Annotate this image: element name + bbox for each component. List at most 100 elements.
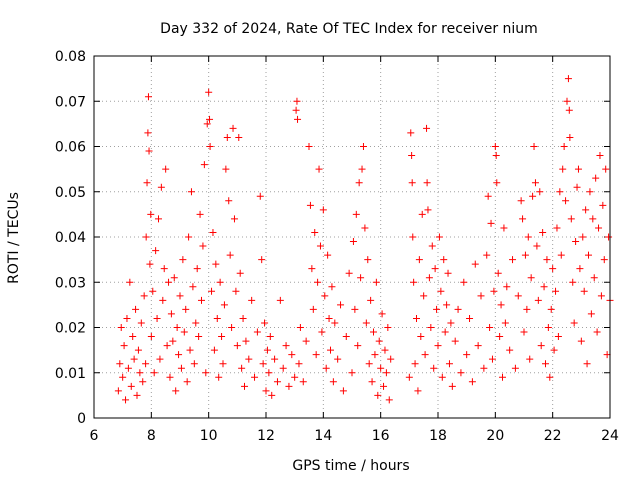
data-points [114, 75, 614, 404]
data-point [331, 319, 339, 327]
data-point [427, 324, 435, 331]
data-point [413, 314, 420, 322]
data-point [136, 369, 144, 377]
data-point [430, 364, 438, 372]
data-point [364, 256, 372, 264]
data-point [316, 242, 324, 250]
data-point [294, 115, 302, 123]
data-point [547, 305, 555, 313]
data-point [434, 342, 442, 350]
data-point [219, 360, 227, 368]
data-point [569, 278, 577, 286]
data-point [600, 256, 608, 264]
data-point [273, 378, 281, 386]
data-point [534, 296, 542, 304]
data-point [146, 260, 154, 268]
data-point [349, 238, 357, 246]
data-point [367, 296, 375, 304]
data-point [147, 210, 155, 218]
data-point [514, 292, 522, 300]
data-point [414, 387, 422, 395]
data-point [238, 364, 246, 372]
data-point [155, 215, 162, 223]
data-point [428, 242, 436, 250]
data-point [334, 355, 342, 363]
data-point [119, 373, 127, 381]
data-point [520, 328, 528, 336]
data-point [577, 337, 585, 345]
data-point [182, 305, 190, 313]
data-point [566, 133, 574, 141]
data-point [565, 106, 573, 114]
data-point [524, 233, 532, 241]
data-point [337, 301, 345, 309]
data-point [387, 355, 395, 363]
data-point [408, 152, 416, 160]
data-point [261, 319, 269, 327]
y-axis-label: ROTI / TECUs [6, 192, 22, 284]
data-point [132, 305, 140, 313]
data-point [116, 360, 124, 368]
x-axis-ticks: 6 8 10 12 14 16 18 20 22 24 [90, 56, 619, 444]
data-point [599, 201, 607, 209]
data-point [418, 210, 426, 218]
data-point [370, 328, 377, 336]
data-point [451, 337, 459, 345]
data-point [444, 269, 452, 277]
data-point [543, 256, 551, 264]
data-point [348, 369, 356, 377]
data-point [292, 106, 300, 114]
data-point [570, 319, 578, 327]
data-point [576, 265, 584, 273]
data-point [314, 278, 322, 286]
data-point [122, 396, 130, 404]
data-point [322, 364, 330, 372]
data-point [192, 319, 200, 327]
data-point [279, 364, 287, 372]
data-point [248, 296, 256, 304]
data-point [433, 305, 441, 313]
data-point [172, 387, 180, 395]
data-point [425, 274, 433, 282]
data-point [494, 269, 502, 277]
data-point [169, 337, 177, 345]
data-point [441, 328, 449, 336]
data-point [229, 124, 237, 132]
data-point [549, 265, 557, 273]
data-point [579, 233, 587, 241]
data-point [484, 192, 492, 200]
data-point [228, 324, 236, 331]
data-point [438, 373, 446, 381]
data-point [447, 319, 455, 327]
data-point [195, 333, 203, 341]
data-point [483, 251, 491, 259]
data-point [411, 360, 419, 368]
data-point [480, 364, 488, 372]
data-point [149, 287, 157, 295]
data-point [466, 314, 474, 322]
data-point [295, 360, 303, 368]
data-point [144, 129, 152, 137]
data-point [378, 310, 386, 318]
data-point [127, 382, 135, 390]
data-point [586, 188, 594, 196]
data-point [567, 215, 575, 223]
data-point [355, 179, 363, 187]
data-point [371, 351, 379, 359]
data-point [144, 93, 152, 101]
data-point [315, 165, 323, 173]
data-point [592, 174, 600, 182]
data-point [454, 305, 462, 313]
data-point [410, 278, 418, 286]
data-point [208, 287, 216, 295]
data-point [365, 360, 373, 368]
x-tick-label: 6 [90, 428, 99, 444]
data-point [539, 228, 547, 236]
data-point [503, 283, 511, 291]
data-point [175, 351, 183, 359]
data-point [308, 265, 316, 273]
data-point [176, 292, 184, 300]
data-point [256, 192, 264, 200]
data-point [536, 188, 544, 196]
data-point [319, 206, 327, 214]
